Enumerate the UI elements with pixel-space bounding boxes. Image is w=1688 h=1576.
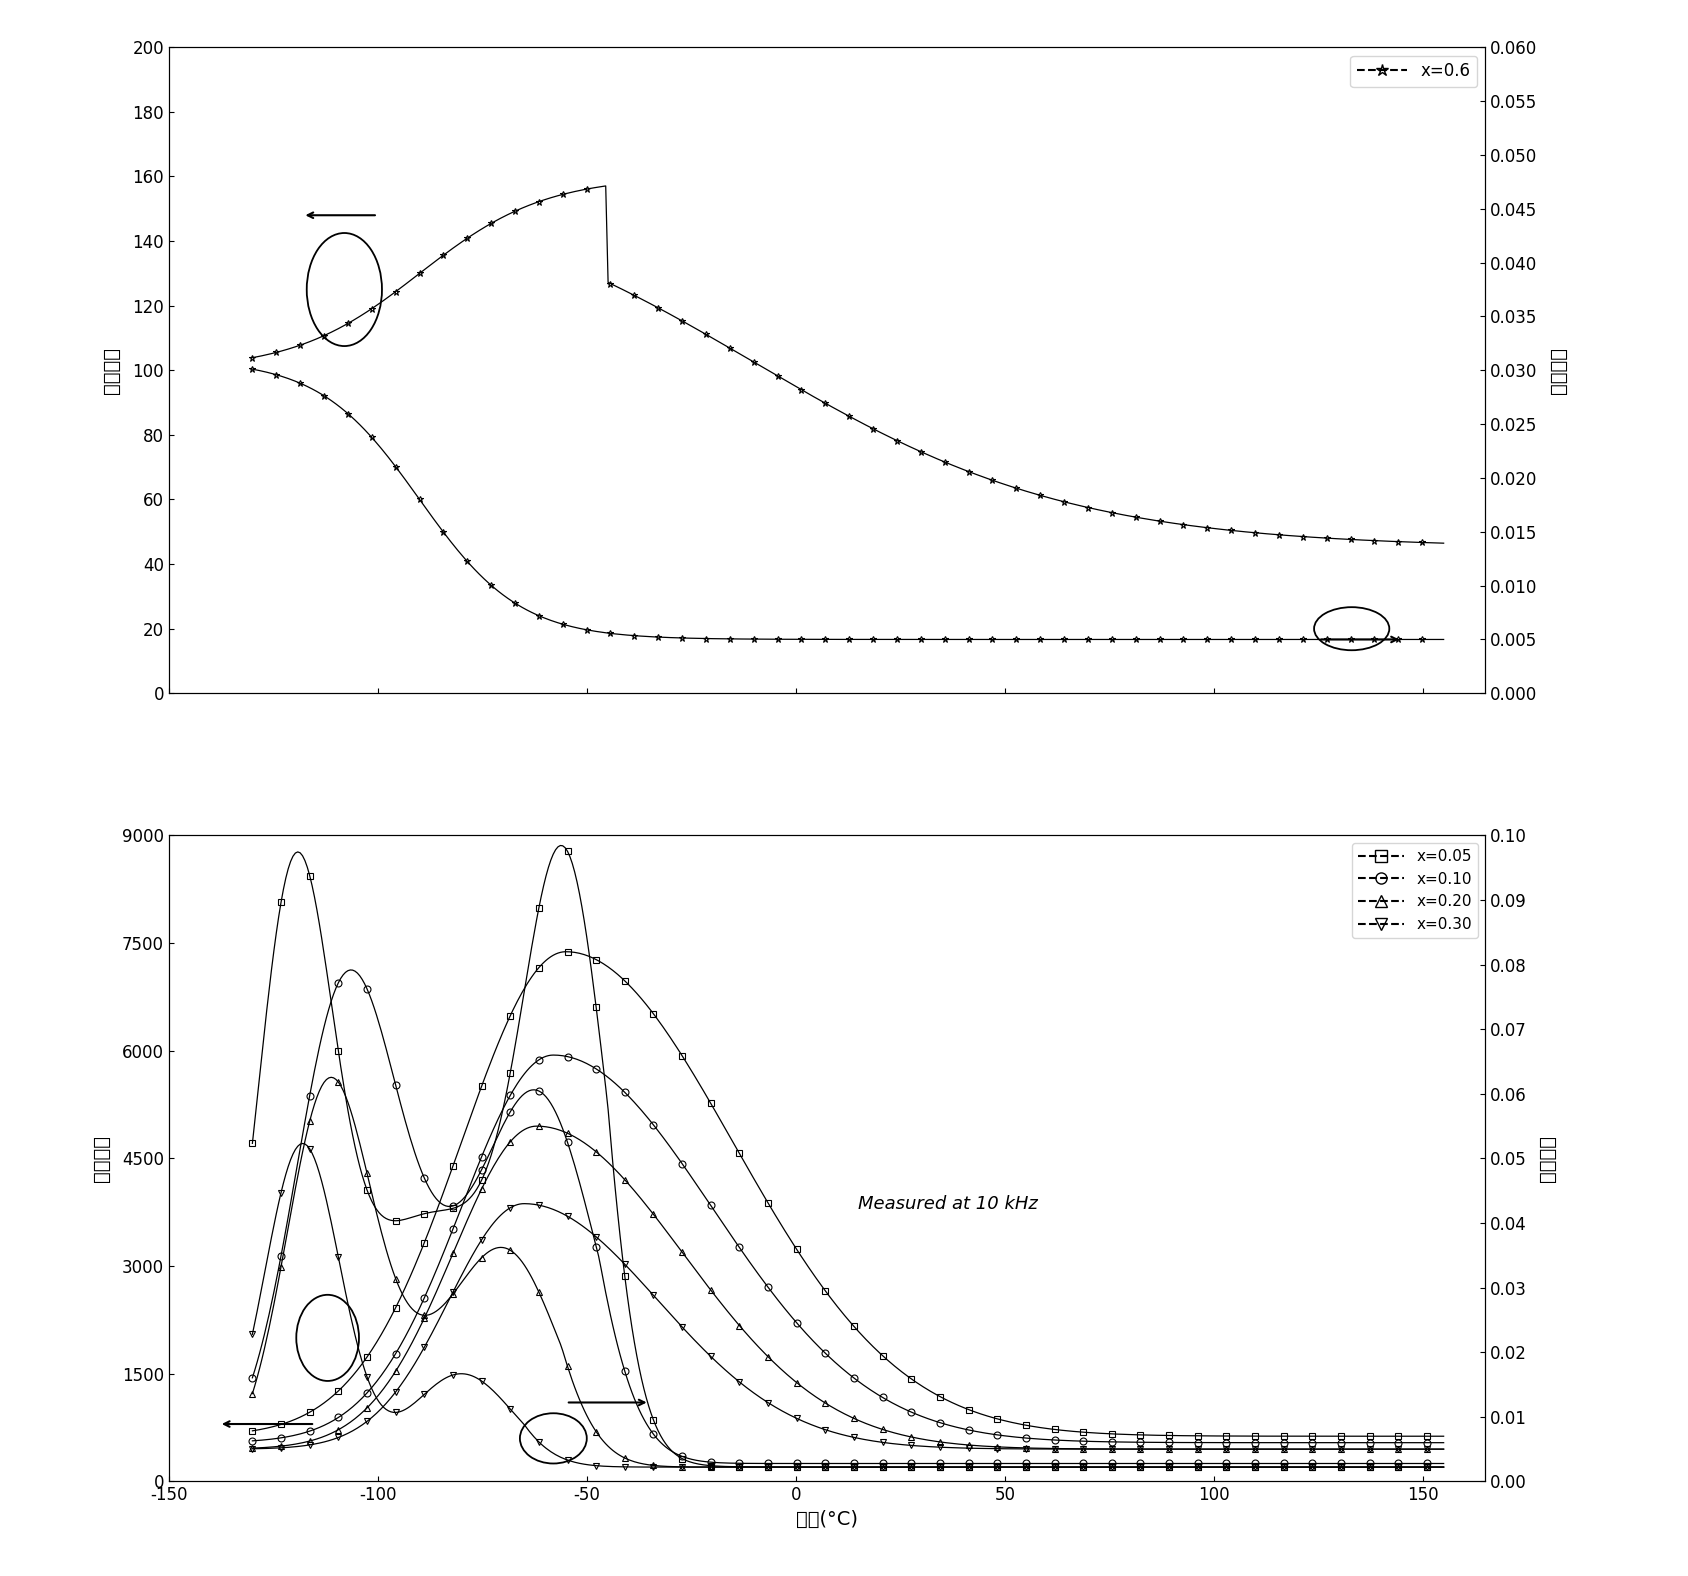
Text: Measured at 10 kHz: Measured at 10 kHz	[859, 1195, 1038, 1212]
x=0.10	[1070, 1455, 1090, 1474]
x=0.10	[243, 1368, 263, 1387]
x=0.10	[817, 1455, 837, 1474]
x=0.20	[942, 1458, 962, 1477]
x=0.20	[243, 1384, 263, 1403]
x=0.10	[1433, 1455, 1453, 1474]
x=0.05	[1409, 1458, 1430, 1477]
x=0.20	[321, 1069, 341, 1087]
Line: x=0.10: x=0.10	[248, 966, 1447, 1467]
Y-axis label: 介电损耗: 介电损耗	[1550, 347, 1568, 394]
x=0.05	[1433, 1458, 1453, 1477]
x=0.30	[1433, 1458, 1453, 1477]
x=0.20	[1409, 1458, 1430, 1477]
x=0.05	[817, 1458, 837, 1477]
x=0.30	[879, 1458, 900, 1477]
x=0.10	[810, 1455, 830, 1474]
x=0.10	[954, 1455, 974, 1474]
x=0.20	[810, 1458, 830, 1477]
x=0.20	[1433, 1458, 1453, 1477]
x=0.10	[1409, 1455, 1430, 1474]
x=0.30	[955, 1458, 976, 1477]
x=0.05	[1224, 1458, 1244, 1477]
Line: x=0.30: x=0.30	[248, 1139, 1447, 1470]
Legend: x=0.05, x=0.10, x=0.20, x=0.30: x=0.05, x=0.10, x=0.20, x=0.30	[1352, 843, 1477, 938]
x=0.30	[891, 1458, 912, 1477]
x=0.05	[1185, 1458, 1205, 1477]
x=0.10	[341, 960, 361, 979]
x=0.20	[1224, 1458, 1244, 1477]
x=0.10	[890, 1455, 910, 1474]
x=0.05	[810, 1458, 830, 1477]
x=0.30	[1224, 1458, 1244, 1477]
Y-axis label: 介电常数: 介电常数	[91, 1135, 111, 1182]
Y-axis label: 介电损耗: 介电损耗	[1538, 1135, 1558, 1182]
x=0.20	[890, 1458, 910, 1477]
Line: x=0.20: x=0.20	[248, 1073, 1447, 1470]
x=0.10	[1224, 1455, 1244, 1474]
x=0.30	[243, 1325, 263, 1344]
x=0.05	[954, 1458, 974, 1477]
Line: x=0.05: x=0.05	[248, 842, 1447, 1470]
X-axis label: 温度(°C): 温度(°C)	[797, 1510, 858, 1529]
x=0.30	[817, 1458, 837, 1477]
x=0.05	[550, 835, 571, 854]
x=0.30	[292, 1135, 312, 1154]
x=0.30	[810, 1458, 830, 1477]
Legend: x=0.6: x=0.6	[1350, 55, 1477, 87]
x=0.05	[890, 1458, 910, 1477]
x=0.05	[243, 1133, 263, 1152]
x=0.20	[817, 1458, 837, 1477]
Y-axis label: 介电常数: 介电常数	[101, 347, 122, 394]
x=0.20	[955, 1458, 976, 1477]
x=0.30	[1409, 1458, 1430, 1477]
